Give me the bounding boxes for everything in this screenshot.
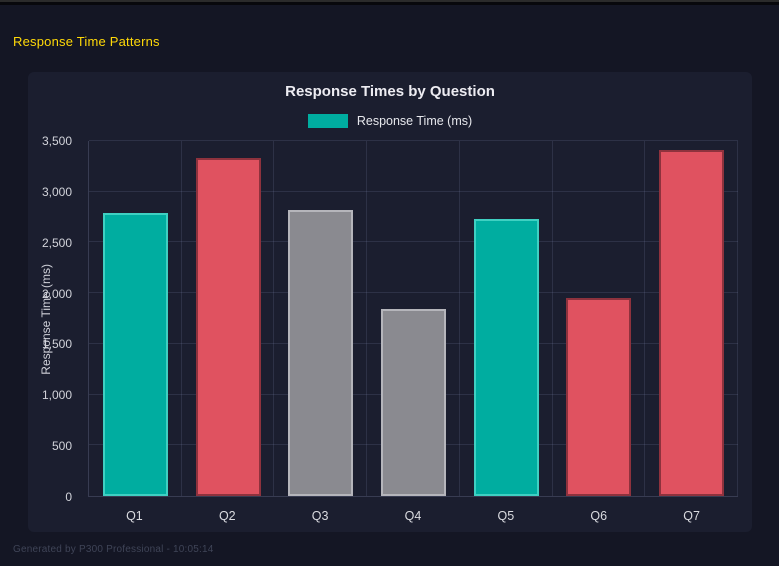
gridline-vertical [644,141,646,496]
y-tick-label: 2,500 [41,235,72,250]
x-tick-label: Q3 [311,509,329,523]
bar-q3[interactable] [288,210,354,496]
gridline-vertical [737,141,738,496]
legend-label: Response Time (ms) [356,114,473,128]
footer-status-text: Generated by P300 Professional - 10:05:1… [13,544,214,555]
gridline-vertical [273,141,275,496]
x-axis-labels: Q1 Q2 Q3 Q4 Q5 Q6 Q7 [88,509,738,527]
window-top-bar [0,0,779,5]
y-tick-label: 2,000 [41,286,72,301]
bar-q5[interactable] [473,219,539,496]
y-tick-label: 500 [51,439,72,454]
chart-legend[interactable]: Response Time (ms) [28,114,752,128]
bar-q4[interactable] [381,308,446,496]
gridline-vertical [180,141,182,496]
plot-area[interactable] [88,140,738,497]
legend-swatch [307,114,348,128]
y-tick-label: 1,000 [41,388,72,403]
gridline-vertical [458,141,460,496]
y-tick-label: 3,000 [41,184,72,199]
gridline-vertical [366,141,368,496]
y-tick-label: 0 [65,490,72,504]
x-tick-label: Q7 [683,509,700,523]
x-tick-label: Q6 [590,509,608,523]
chart-card: Response Times by Question Response Time… [28,72,752,532]
x-tick-label: Q5 [497,509,515,523]
bar-q6[interactable] [566,298,632,496]
x-tick-label: Q1 [126,509,143,523]
bar-q2[interactable] [195,158,261,496]
chart-title: Response Times by Question [285,83,495,100]
y-tick-label: 3,500 [41,134,72,148]
bar-q1[interactable] [102,212,168,496]
gridline-horizontal [89,241,738,243]
x-tick-label: Q4 [404,509,422,523]
gridline-horizontal [89,190,738,192]
gridline-vertical [551,141,553,496]
x-tick-label: Q2 [218,509,236,523]
bar-q7[interactable] [659,150,725,496]
y-tick-label: 1,500 [41,337,72,352]
gridline-horizontal [89,140,738,141]
page-title: Response Time Patterns [13,34,160,49]
gridline-horizontal [89,292,738,294]
y-axis-ticks: 0 500 1,000 1,500 2,000 2,500 3,000 3,500 [28,134,80,504]
